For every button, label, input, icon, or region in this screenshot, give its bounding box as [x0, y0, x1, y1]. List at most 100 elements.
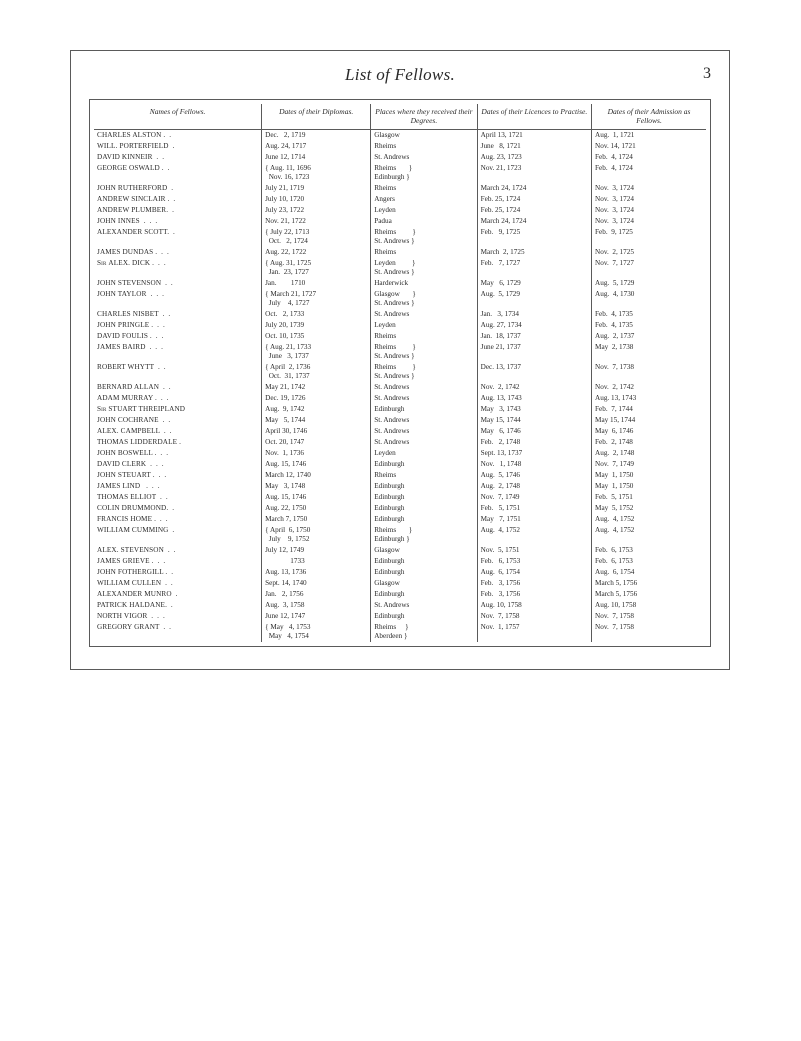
cell-diploma: { April 2, 1736 Oct. 31, 1737	[262, 362, 371, 382]
cell-place: Leyden } St. Andrews }	[371, 258, 477, 278]
cell-licence: Feb. 9, 1725	[477, 227, 591, 247]
cell-place: St. Andrews	[371, 382, 477, 393]
table-row: JOHN STEUART . . .March 12, 1740RheimsAu…	[94, 470, 706, 481]
cell-licence: Nov. 1, 1748	[477, 459, 591, 470]
cell-admission: May 2, 1738	[592, 342, 706, 362]
table-row: JOHN BOSWELL . . .Nov. 1, 1736LeydenSept…	[94, 448, 706, 459]
cell-admission: Feb. 7, 1744	[592, 404, 706, 415]
cell-name: JOHN PRINGLE . . .	[94, 320, 262, 331]
cell-diploma: { April 6, 1750 July 9, 1752	[262, 525, 371, 545]
cell-place: Rheims } St. Andrews }	[371, 362, 477, 382]
table-row: BERNARD ALLAN . .May 21, 1742St. Andrews…	[94, 382, 706, 393]
cell-admission: Aug. 1, 1721	[592, 129, 706, 141]
cell-licence: May 6, 1746	[477, 426, 591, 437]
cell-licence: Feb. 2, 1748	[477, 437, 591, 448]
cell-licence: Aug. 4, 1752	[477, 525, 591, 545]
cell-place: Edinburgh	[371, 481, 477, 492]
cell-licence: May 7, 1751	[477, 514, 591, 525]
table-row: CHARLES NISBET . .Oct. 2, 1733St. Andrew…	[94, 309, 706, 320]
table-row: JOHN PRINGLE . . .July 20, 1739LeydenAug…	[94, 320, 706, 331]
cell-name: WILLIAM CUMMING .	[94, 525, 262, 545]
cell-place: Rheims	[371, 183, 477, 194]
cell-place: Edinburgh	[371, 492, 477, 503]
col-header-places: Places where they received their Degrees…	[371, 104, 477, 129]
cell-name: ADAM MURRAY . . .	[94, 393, 262, 404]
cell-diploma: Aug. 22, 1722	[262, 247, 371, 258]
cell-place: Rheims	[371, 247, 477, 258]
cell-place: Edinburgh	[371, 503, 477, 514]
cell-name: CHARLES NISBET . .	[94, 309, 262, 320]
cell-place: Rheims } St. Andrews }	[371, 227, 477, 247]
cell-licence: May 3, 1743	[477, 404, 591, 415]
cell-diploma: April 30, 1746	[262, 426, 371, 437]
cell-admission: May 15, 1744	[592, 415, 706, 426]
cell-name: JOHN BOSWELL . . .	[94, 448, 262, 459]
cell-diploma: Jan. 1710	[262, 278, 371, 289]
table-row: JOHN STEVENSON . .Jan. 1710HarderwickMay…	[94, 278, 706, 289]
cell-admission: Feb. 9, 1725	[592, 227, 706, 247]
table-body: CHARLES ALSTON . .Dec. 2, 1719GlasgowApr…	[94, 129, 706, 642]
table-row: THOMAS ELLIOT . .Aug. 15, 1746EdinburghN…	[94, 492, 706, 503]
cell-name: JOHN FOTHERGILL . .	[94, 567, 262, 578]
cell-licence: June 21, 1737	[477, 342, 591, 362]
cell-admission: Nov. 14, 1721	[592, 141, 706, 152]
col-header-names: Names of Fellows.	[94, 104, 262, 129]
cell-licence: Aug. 23, 1723	[477, 152, 591, 163]
cell-admission: March 5, 1756	[592, 578, 706, 589]
cell-place: St. Andrews	[371, 437, 477, 448]
cell-name: DAVID KINNEIR . .	[94, 152, 262, 163]
cell-place: St. Andrews	[371, 393, 477, 404]
cell-place: St. Andrews	[371, 426, 477, 437]
cell-name: ANDREW PLUMBER. .	[94, 205, 262, 216]
cell-diploma: July 10, 1720	[262, 194, 371, 205]
cell-name: JAMES DUNDAS . . .	[94, 247, 262, 258]
cell-licence: Dec. 13, 1737	[477, 362, 591, 382]
cell-name: THOMAS LIDDERDALE .	[94, 437, 262, 448]
cell-name: WILL. PORTERFIELD .	[94, 141, 262, 152]
cell-licence: Aug. 13, 1743	[477, 393, 591, 404]
cell-place: Leyden	[371, 320, 477, 331]
cell-licence: Feb. 7, 1727	[477, 258, 591, 278]
cell-admission: Nov. 7, 1758	[592, 622, 706, 642]
cell-admission: Aug. 4, 1752	[592, 514, 706, 525]
table-row: ANDREW PLUMBER. .July 23, 1722LeydenFeb.…	[94, 205, 706, 216]
cell-admission: Feb. 4, 1735	[592, 320, 706, 331]
cell-admission: Feb. 5, 1751	[592, 492, 706, 503]
cell-admission: Nov. 7, 1758	[592, 611, 706, 622]
cell-diploma: 1733	[262, 556, 371, 567]
cell-name: ALEX. STEVENSON . .	[94, 545, 262, 556]
cell-admission: Feb. 6, 1753	[592, 556, 706, 567]
cell-admission: Nov. 7, 1749	[592, 459, 706, 470]
table-row: Sir ALEX. DICK . . .{ Aug. 31, 1725 Jan.…	[94, 258, 706, 278]
cell-admission: Aug. 6, 1754	[592, 567, 706, 578]
cell-name: ANDREW SINCLAIR . .	[94, 194, 262, 205]
cell-diploma: May 3, 1748	[262, 481, 371, 492]
cell-licence: Feb. 6, 1753	[477, 556, 591, 567]
table-row: Sir STUART THREIPLANDAug. 9, 1742Edinbur…	[94, 404, 706, 415]
table-row: ALEX. CAMPBELL . .April 30, 1746St. Andr…	[94, 426, 706, 437]
cell-diploma: June 12, 1714	[262, 152, 371, 163]
table-row: JOHN INNES . . .Nov. 21, 1722PaduaMarch …	[94, 216, 706, 227]
table-row: JAMES LIND . . .May 3, 1748EdinburghAug.…	[94, 481, 706, 492]
cell-name: ALEXANDER MUNRO .	[94, 589, 262, 600]
cell-diploma: Aug. 24, 1717	[262, 141, 371, 152]
cell-place: Rheims } Edinburgh }	[371, 163, 477, 183]
table-row: ADAM MURRAY . . .Dec. 19, 1726St. Andrew…	[94, 393, 706, 404]
table-row: PATRICK HALDANE. .Aug. 3, 1758St. Andrew…	[94, 600, 706, 611]
cell-place: St. Andrews	[371, 600, 477, 611]
cell-licence: Aug. 5, 1746	[477, 470, 591, 481]
cell-licence: Jan. 18, 1737	[477, 331, 591, 342]
cell-place: Edinburgh	[371, 611, 477, 622]
table-row: WILLIAM CULLEN . .Sept. 14, 1740GlasgowF…	[94, 578, 706, 589]
table-row: DAVID FOULIS . . .Oct. 10, 1735RheimsJan…	[94, 331, 706, 342]
cell-name: COLIN DRUMMOND. .	[94, 503, 262, 514]
cell-name: FRANCIS HOME . . .	[94, 514, 262, 525]
cell-licence: Nov. 21, 1723	[477, 163, 591, 183]
cell-place: Leyden	[371, 448, 477, 459]
cell-place: Rheims } St. Andrews }	[371, 342, 477, 362]
table-row: WILLIAM CUMMING .{ April 6, 1750 July 9,…	[94, 525, 706, 545]
table-frame: Names of Fellows. Dates of their Diploma…	[89, 99, 711, 647]
table-row: JAMES GRIEVE . . . 1733EdinburghFeb. 6, …	[94, 556, 706, 567]
cell-name: WILLIAM CULLEN . .	[94, 578, 262, 589]
cell-name: JOHN STEVENSON . .	[94, 278, 262, 289]
